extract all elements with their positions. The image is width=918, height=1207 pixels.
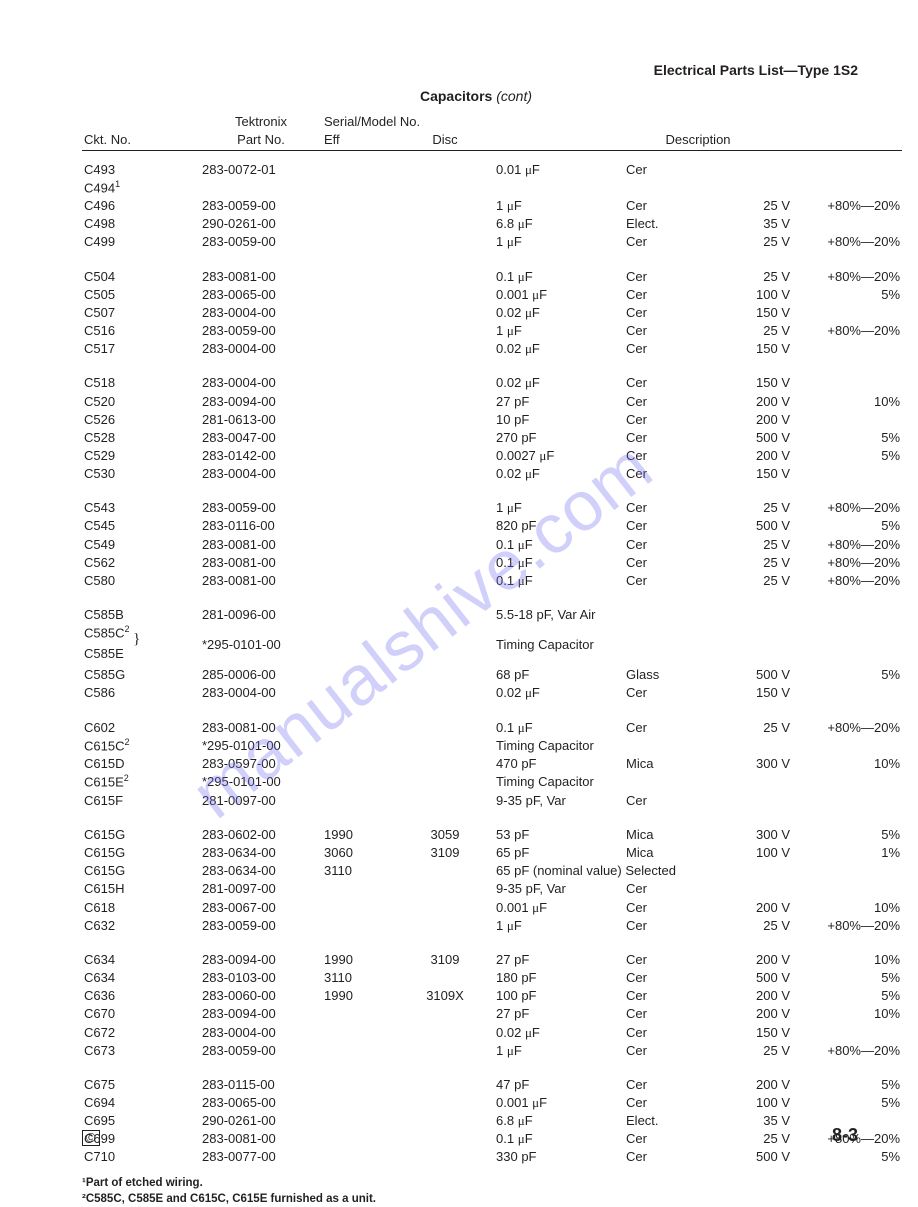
table-row: C670283-0094-0027 pFCer200 V10% [82,1005,902,1023]
table-row: C586283-0004-000.02 μFCer150 V [82,684,902,702]
table-row: C4941 [82,178,902,196]
th-ckt: Ckt. No. [82,132,200,151]
table-row: C634283-0094-001990310927 pFCer200 V10% [82,950,902,968]
table-row: C545283-0116-00820 pFCer500 V5% [82,517,902,535]
table-row: C585C2 }*295-0101-00Timing Capacitor [82,624,902,645]
table-row: C602283-0081-000.1 μFCer25 V+80%—20% [82,718,902,736]
footnote-2: ²C585C, C585E and C615C, C615E furnished… [82,1192,870,1207]
table-row: C672283-0004-000.02 μFCer150 V [82,1023,902,1041]
header-right: Electrical Parts List—Type 1S2 [654,62,858,78]
table-row: C585G285-0006-0068 pFGlass500 V5% [82,666,902,684]
table-row: C499283-0059-001 μFCer25 V+80%—20% [82,233,902,251]
footnotes: ¹Part of etched wiring. ²C585C, C585E an… [82,1176,870,1207]
table-row: C615C2*295-0101-00Timing Capacitor [82,736,902,754]
footnote-1: ¹Part of etched wiring. [82,1176,870,1192]
th-disc: Disc [396,132,494,151]
th-serial: Serial/Model No. [322,114,494,132]
th-partno: Part No. [200,132,322,151]
table-row: C493283-0072-010.01 μFCer [82,160,902,178]
table-row: C634283-0103-003110180 pFCer500 V5% [82,969,902,987]
table-row: C498290-0261-006.8 μFElect.35 V [82,215,902,233]
table-row: C580283-0081-000.1 μFCer25 V+80%—20% [82,571,902,589]
table-row: C516283-0059-001 μFCer25 V+80%—20% [82,322,902,340]
table-row: C615G283-0602-001990305953 pFMica300 V5% [82,825,902,843]
table-row: C675283-0115-0047 pFCer200 V5% [82,1075,902,1093]
table-row: C528283-0047-00270 pFCer500 V5% [82,428,902,446]
table-row: C699283-0081-000.1 μFCer25 V+80%—20% [82,1130,902,1148]
table-row: C618283-0067-000.001 μFCer200 V10% [82,898,902,916]
table-row: C562283-0081-000.1 μFCer25 V+80%—20% [82,553,902,571]
page: manualshive.com Electrical Parts List—Ty… [0,0,918,1188]
table-row: C615E2*295-0101-00Timing Capacitor [82,773,902,791]
table-row: C526281-0613-0010 pFCer200 V [82,410,902,428]
table-row: C615F281-0097-009-35 pF, VarCer [82,791,902,809]
table-row: C710283-0077-00330 pFCer500 V5% [82,1148,902,1166]
parts-table: Tektronix Serial/Model No. Ckt. No. Part… [82,114,902,1166]
table-row: C518283-0004-000.02 μFCer150 V [82,374,902,392]
table-row: C520283-0094-0027 pFCer200 V10% [82,392,902,410]
table-row: C673283-0059-001 μFCer25 V+80%—20% [82,1041,902,1059]
table-row: C615D283-0597-00470 pFMica300 V10% [82,755,902,773]
table-row: C504283-0081-000.1 μFCer25 V+80%—20% [82,267,902,285]
page-number: 8-3 [832,1125,858,1146]
table-row: C496283-0059-001 μFCer25 V+80%—20% [82,197,902,215]
table-row: C615G283-0634-003060310965 pFMica100 V1% [82,844,902,862]
table-row: C636283-0060-0019903109X100 pFCer200 V5% [82,987,902,1005]
table-row: C517283-0004-000.02 μFCer150 V [82,340,902,358]
table-row: C543283-0059-001 μFCer25 V+80%—20% [82,499,902,517]
table-row: C615H281-0097-009-35 pF, VarCer [82,880,902,898]
table-row: C695290-0261-006.8 μFElect.35 V [82,1112,902,1130]
table-row: C529283-0142-000.0027 μFCer200 V5% [82,447,902,465]
table-row: C507283-0004-000.02 μFCer150 V [82,303,902,321]
table-body: C493283-0072-010.01 μFCerC4941C496283-00… [82,151,902,1167]
section-title-bold: Capacitors [420,88,492,104]
copyright-mark: © [82,1130,100,1146]
table-row: C615G283-0634-00311065 pF (nominal value… [82,862,902,880]
section-title: Capacitors (cont) [82,88,870,104]
table-row: C530283-0004-000.02 μFCer150 V [82,465,902,483]
th-desc: Description [494,132,902,151]
table-row: C694283-0065-000.001 μFCer100 V5% [82,1093,902,1111]
table-row: C632283-0059-001 μFCer25 V+80%—20% [82,916,902,934]
section-title-italic: (cont) [496,88,532,104]
table-head: Tektronix Serial/Model No. Ckt. No. Part… [82,114,902,151]
th-tektronix: Tektronix [200,114,322,132]
table-row: C505283-0065-000.001 μFCer100 V5% [82,285,902,303]
table-row: C585B281-0096-005.5-18 pF, Var Air [82,606,902,624]
table-row: C549283-0081-000.1 μFCer25 V+80%—20% [82,535,902,553]
th-eff: Eff [322,132,396,151]
